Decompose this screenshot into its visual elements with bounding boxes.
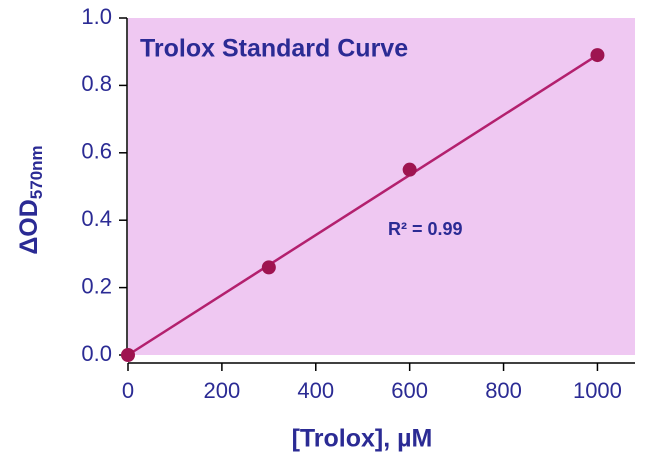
- point: [121, 348, 135, 362]
- y-tick-label: 1.0: [81, 4, 112, 29]
- x-tick-label: 600: [391, 378, 428, 403]
- y-tick-label: 0.4: [81, 206, 112, 231]
- x-axis-label: [Trolox], µM: [292, 425, 433, 453]
- y-tick-label: 0.6: [81, 139, 112, 164]
- x-tick-label: 800: [485, 378, 522, 403]
- plot-area: [128, 18, 635, 355]
- x-tick-label: 1000: [573, 378, 622, 403]
- y-tick-label: 0.0: [81, 341, 112, 366]
- point: [590, 48, 605, 63]
- x-tick-label: 0: [122, 378, 134, 403]
- y-axis-label-subscript: 570nm: [27, 145, 46, 199]
- y-axis-label: ΔOD570nm: [15, 145, 47, 254]
- y-tick-label: 0.2: [81, 273, 112, 298]
- point: [261, 260, 276, 275]
- point: [402, 162, 417, 177]
- y-tick-label: 0.8: [81, 71, 112, 96]
- annotation: R² = 0.99: [388, 219, 463, 239]
- chart-title: Trolox Standard Curve: [140, 35, 408, 63]
- x-tick-label: 400: [297, 378, 334, 403]
- fit-line: [127, 54, 599, 357]
- x-tick-label: 200: [204, 378, 241, 403]
- y-axis-label-main: ΔOD: [15, 199, 43, 254]
